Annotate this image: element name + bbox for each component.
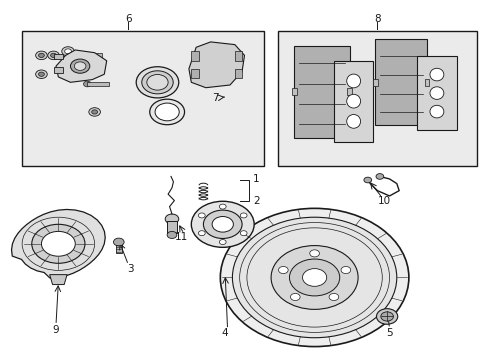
Text: 10: 10 (377, 195, 390, 206)
Circle shape (165, 214, 179, 224)
Text: 1: 1 (253, 174, 259, 184)
Text: 2: 2 (253, 196, 259, 206)
Bar (53, 54, 63, 59)
Circle shape (41, 231, 75, 256)
Circle shape (219, 239, 225, 244)
Circle shape (83, 81, 91, 87)
Circle shape (64, 49, 71, 54)
Ellipse shape (146, 75, 168, 90)
Bar (372, 79, 377, 86)
Ellipse shape (429, 105, 443, 118)
Circle shape (74, 53, 81, 58)
Ellipse shape (429, 68, 443, 81)
Ellipse shape (429, 87, 443, 99)
Text: 3: 3 (127, 264, 134, 274)
Circle shape (240, 213, 246, 218)
Bar (87, 82, 109, 86)
Circle shape (89, 108, 100, 116)
Polygon shape (50, 275, 67, 284)
Bar (191, 51, 198, 61)
Circle shape (203, 210, 242, 238)
Ellipse shape (346, 94, 360, 108)
Text: 8: 8 (373, 14, 380, 24)
Circle shape (198, 213, 205, 218)
Circle shape (340, 266, 350, 274)
Circle shape (278, 266, 287, 274)
Circle shape (36, 70, 47, 78)
Circle shape (36, 51, 47, 60)
Circle shape (61, 47, 74, 56)
Ellipse shape (346, 74, 360, 88)
Bar (116, 244, 122, 253)
Circle shape (39, 72, 44, 76)
Circle shape (191, 201, 254, 247)
Circle shape (375, 174, 383, 179)
Polygon shape (56, 50, 106, 82)
Text: 11: 11 (175, 233, 188, 242)
Circle shape (220, 208, 408, 347)
Polygon shape (12, 210, 105, 278)
Circle shape (240, 231, 246, 236)
Circle shape (290, 293, 300, 301)
Bar (291, 88, 296, 95)
Circle shape (70, 59, 90, 73)
Bar (167, 221, 177, 233)
Ellipse shape (346, 114, 360, 128)
Circle shape (270, 246, 357, 309)
Ellipse shape (149, 99, 184, 125)
Ellipse shape (136, 67, 179, 98)
Circle shape (376, 309, 397, 324)
Circle shape (167, 231, 177, 238)
Circle shape (380, 312, 393, 321)
Circle shape (51, 53, 56, 58)
Bar (234, 51, 242, 61)
Ellipse shape (142, 71, 173, 94)
Circle shape (92, 110, 97, 114)
Circle shape (289, 259, 339, 296)
Bar (333, 61, 373, 141)
Text: 7: 7 (212, 94, 218, 103)
Polygon shape (375, 39, 426, 125)
Bar (53, 67, 63, 73)
Text: 6: 6 (125, 14, 132, 24)
Bar (424, 79, 428, 86)
Ellipse shape (155, 103, 179, 121)
Circle shape (363, 177, 371, 183)
Circle shape (48, 51, 59, 60)
Circle shape (232, 217, 396, 338)
Circle shape (328, 293, 338, 301)
Bar (234, 69, 242, 78)
Bar (416, 56, 456, 130)
Bar (278, 31, 476, 166)
Text: 4: 4 (222, 328, 228, 338)
Circle shape (32, 224, 85, 263)
Bar (346, 88, 351, 95)
Circle shape (74, 62, 86, 71)
Circle shape (219, 204, 225, 209)
Bar (78, 53, 102, 58)
Circle shape (212, 216, 233, 232)
Circle shape (309, 250, 319, 257)
Circle shape (113, 238, 124, 246)
Polygon shape (188, 42, 244, 88)
Polygon shape (294, 46, 349, 138)
Circle shape (198, 231, 205, 236)
Text: 9: 9 (53, 325, 59, 334)
Bar (191, 69, 198, 78)
Circle shape (302, 269, 326, 286)
Bar (22, 31, 264, 166)
Text: 5: 5 (386, 328, 392, 338)
Circle shape (39, 53, 44, 58)
